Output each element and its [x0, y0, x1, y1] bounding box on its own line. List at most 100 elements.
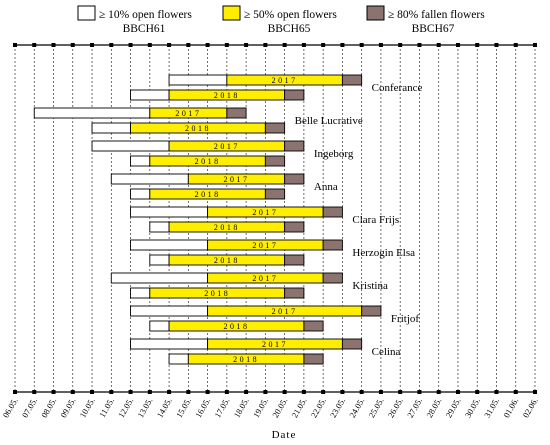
bar-fallen80 — [322, 239, 343, 251]
year-label: 2018 — [195, 190, 221, 199]
cultivar-group: 2017 2018 Belle Lucrative — [33, 107, 363, 134]
x-tick-label: 27.05. — [405, 396, 424, 419]
cultivar-label: Celina — [372, 346, 401, 358]
tick-marker-bottom — [167, 390, 172, 394]
tick-marker-bottom — [455, 390, 460, 394]
legend-code-open50: BBCH65 — [268, 23, 311, 35]
bar-fallen80 — [264, 155, 286, 167]
bar-fallen80 — [284, 173, 305, 185]
bar-open10 — [130, 155, 151, 167]
x-tick-label: 19.05. — [251, 396, 270, 419]
bar-fallen80 — [264, 122, 286, 134]
year-label: 2017 — [272, 76, 298, 85]
x-tick-label: 29.05. — [443, 396, 462, 419]
bar-open10 — [33, 107, 151, 119]
x-tick-label: 09.05. — [58, 396, 77, 419]
tick-marker-bottom — [475, 390, 480, 394]
bar-fallen80 — [226, 107, 247, 119]
tick-marker-top — [128, 43, 133, 47]
tick-marker-top — [224, 43, 229, 47]
x-tick-label: 01.06. — [501, 396, 520, 419]
tick-marker-bottom — [494, 390, 499, 394]
tick-marker-top — [513, 43, 518, 47]
tick-marker-bottom — [513, 390, 518, 394]
cultivar-label: Clara Frijs — [352, 214, 399, 226]
year-label: 2017 — [223, 175, 249, 184]
tick-marker-bottom — [378, 390, 383, 394]
tick-marker-bottom — [301, 390, 306, 394]
tick-marker-bottom — [51, 390, 56, 394]
cultivar-group: 2017 2018 Herzogin Elsa — [130, 239, 415, 266]
tick-marker-top — [436, 43, 441, 47]
tick-marker-bottom — [205, 390, 210, 394]
x-tick-label: 06.05. — [0, 396, 19, 419]
cultivar-label: Conferance — [372, 82, 423, 94]
tick-marker-bottom — [109, 390, 114, 394]
bar-fallen80 — [341, 338, 363, 350]
tick-marker-top — [90, 43, 95, 47]
bar-fallen80 — [322, 206, 343, 218]
tick-marker-bottom — [224, 390, 229, 394]
tick-marker-bottom — [417, 390, 422, 394]
year-label: 2018 — [214, 223, 240, 232]
legend-swatch-open50 — [222, 5, 241, 21]
x-tick-label: 26.05. — [386, 396, 405, 419]
tick-marker-top — [147, 43, 152, 47]
tick-marker-top — [167, 43, 172, 47]
bar-fallen80 — [284, 140, 305, 152]
year-label: 2018 — [204, 289, 230, 298]
tick-marker-bottom — [436, 390, 441, 394]
cultivar-label: Belle Lucrative — [295, 115, 363, 127]
tick-marker-bottom — [70, 390, 75, 394]
tick-marker-bottom — [128, 390, 133, 394]
bar-open10 — [130, 287, 151, 299]
cultivar-group: 2017 2018 Kristina — [110, 272, 388, 299]
cultivar-group: 2017 2018 Ingeborg — [91, 140, 354, 167]
tick-marker-top — [282, 43, 287, 47]
bar-open10 — [149, 254, 170, 266]
bar-open10 — [91, 122, 132, 134]
bar-fallen80 — [303, 353, 324, 365]
tick-marker-top — [32, 43, 37, 47]
x-tick-label: 07.05. — [20, 396, 39, 419]
tick-marker-top — [205, 43, 210, 47]
tick-marker-top — [321, 43, 326, 47]
year-label: 2018 — [214, 256, 240, 265]
year-label: 2018 — [214, 91, 240, 100]
legend-label-open50: ≥ 50% open flowers — [244, 9, 337, 21]
x-tick-label: 30.05. — [463, 396, 482, 419]
tick-marker-top — [301, 43, 306, 47]
tick-marker-bottom — [186, 390, 191, 394]
bar-fallen80 — [264, 188, 286, 200]
cultivar-label: Anna — [314, 181, 338, 193]
tick-marker-top — [533, 43, 537, 47]
bar-open10 — [110, 173, 189, 185]
tick-marker-top — [244, 43, 249, 47]
year-label: 2017 — [175, 109, 201, 118]
cultivar-group: 2017 2018 Fritjof — [130, 305, 419, 332]
bar-open10 — [168, 74, 228, 86]
tick-marker-top — [455, 43, 460, 47]
bar-open10 — [130, 305, 209, 317]
tick-marker-top — [494, 43, 499, 47]
cultivar-label: Fritjof — [391, 313, 419, 325]
bar-open10 — [91, 140, 170, 152]
x-tick-label: 14.05. — [155, 396, 174, 419]
x-tick-label: 16.05. — [193, 396, 212, 419]
year-label: 2017 — [262, 340, 288, 349]
tick-marker-top — [398, 43, 403, 47]
tick-marker-top — [359, 43, 364, 47]
tick-marker-bottom — [340, 390, 345, 394]
year-label: 2017 — [252, 241, 278, 250]
tick-marker-top — [51, 43, 56, 47]
cultivar-label: Herzogin Elsa — [352, 247, 415, 259]
x-axis-label: Date — [272, 429, 297, 441]
cultivar-label: Ingeborg — [314, 148, 354, 160]
x-tick-label: 31.05. — [482, 396, 501, 419]
legend-swatch-fallen80 — [366, 5, 385, 21]
year-label: 2018 — [185, 124, 211, 133]
x-tick-label: 24.05. — [347, 396, 366, 419]
